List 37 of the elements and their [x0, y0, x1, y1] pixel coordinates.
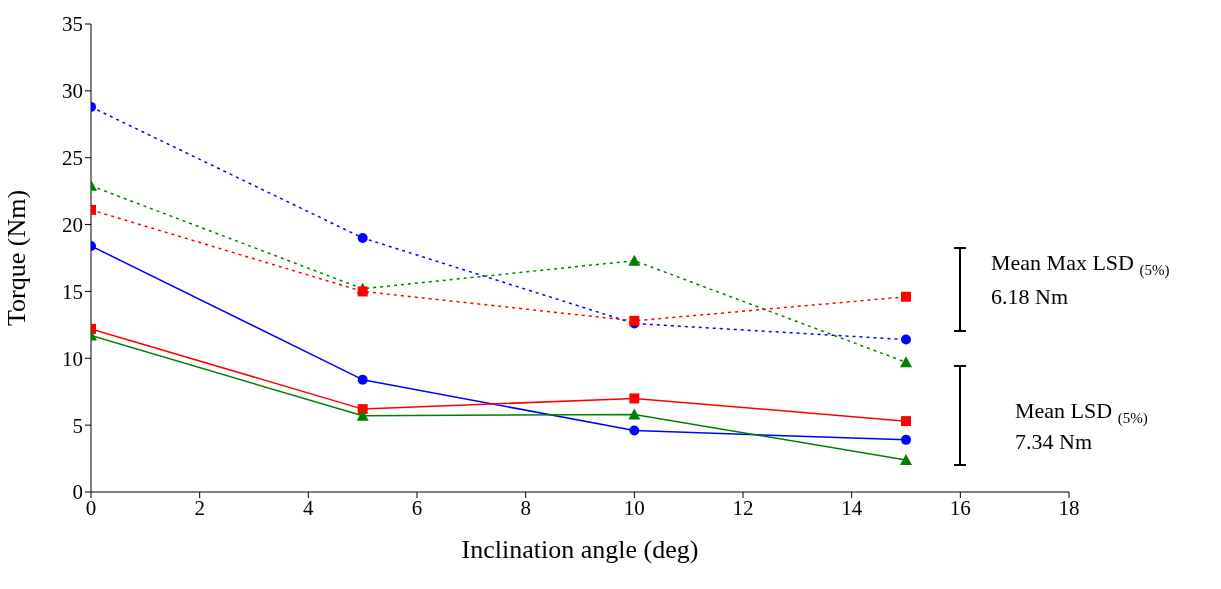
point: [901, 291, 911, 302]
point: [357, 286, 368, 297]
annotation: Mean Max LSD $_{(5%)}$: [991, 250, 1170, 281]
x-tick-label: 6: [411, 495, 423, 520]
x-axis-title: Inclination angle (deg): [461, 535, 699, 564]
x-tick-label: 4: [303, 495, 315, 520]
point: [629, 425, 640, 436]
x-tick-label: 8: [520, 495, 531, 520]
y-tick-label: 15: [62, 279, 83, 304]
y-tick-label: 5: [72, 413, 83, 438]
point: [901, 416, 911, 427]
point: [900, 356, 912, 368]
y-tick-label: 20: [62, 213, 83, 238]
point: [357, 232, 368, 243]
point: [357, 404, 368, 415]
point: [629, 393, 640, 404]
point: [628, 408, 641, 420]
point: [901, 434, 911, 445]
point: [356, 409, 369, 421]
x-tick-label: 18: [1058, 495, 1080, 520]
y-tick-label: 35: [62, 12, 83, 37]
point: [357, 374, 368, 385]
annotation: 6.18 Nm: [991, 284, 1068, 310]
x-tick-label: 16: [949, 495, 971, 520]
annotation: 7.34 Nm: [1015, 429, 1092, 455]
x-tick-label: 14: [841, 495, 863, 520]
x-tick-label: 12: [732, 495, 754, 520]
point: [628, 254, 641, 266]
point: [901, 334, 911, 345]
x-tick-label: 10: [623, 495, 645, 520]
annotation: Mean LSD $_{(5%)}$: [1015, 398, 1148, 427]
y-tick-label: 25: [62, 146, 83, 171]
x-tick-label: 2: [194, 495, 205, 520]
y-tick-label: 30: [62, 79, 83, 104]
y-axis-title: Torque (Nm): [2, 189, 32, 327]
point: [900, 453, 912, 465]
y-tick-label: 10: [62, 346, 83, 371]
